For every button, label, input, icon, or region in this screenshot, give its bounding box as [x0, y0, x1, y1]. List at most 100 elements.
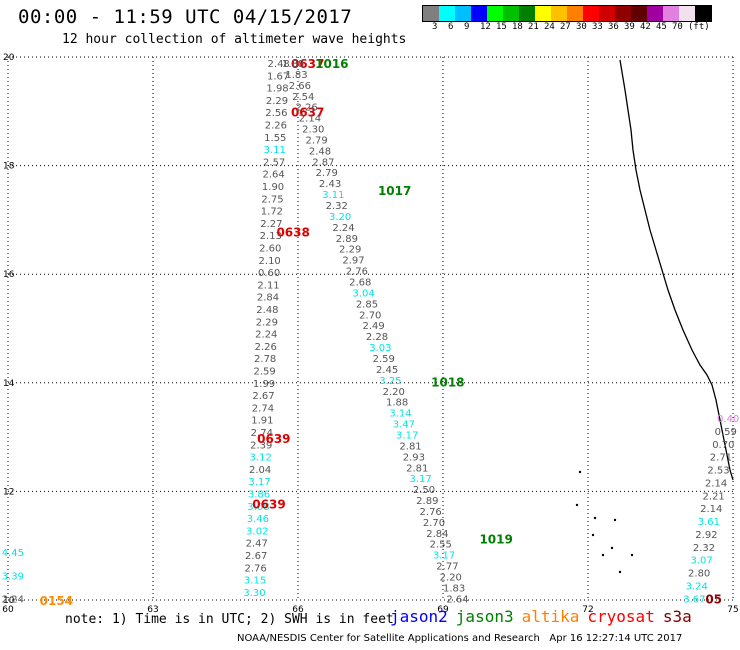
- color-swatch: [647, 6, 663, 21]
- swh-point: 2.68: [349, 278, 371, 289]
- swh-point: 0.70: [712, 440, 734, 451]
- swh-point: 3.17: [409, 474, 431, 485]
- swh-point: 2.57: [263, 157, 285, 168]
- swh-point: 2.48: [309, 146, 331, 157]
- swh-point: 2.92: [695, 530, 717, 541]
- color-scale-bar: [422, 5, 712, 22]
- pass-time-label: 1016: [315, 57, 348, 71]
- swh-point: 2.04: [249, 465, 271, 476]
- swh-point: 3.03: [369, 343, 391, 354]
- swh-point: 2.21: [703, 491, 725, 502]
- legend-s3a: s3a: [662, 607, 692, 626]
- x-tick-label: 75: [727, 605, 738, 615]
- color-scale-label: 30: [576, 22, 587, 32]
- swh-point: 3.07: [690, 556, 712, 567]
- swh-point: 2.84: [426, 529, 448, 540]
- color-scale-label: (ft): [688, 22, 710, 32]
- color-scale-label: 3: [432, 22, 438, 32]
- swh-point: 2.54: [292, 92, 314, 103]
- swh-point: 2.71: [710, 453, 732, 464]
- swh-point: 3.17: [396, 430, 418, 441]
- island-dot: [601, 553, 605, 557]
- swh-point: 2.49: [363, 321, 385, 332]
- island-dot: [613, 518, 617, 522]
- swh-point: 2.79: [316, 168, 338, 179]
- swh-point: 2.87: [312, 157, 334, 168]
- swh-point: 0.60: [258, 268, 280, 279]
- swh-point: 3.02: [246, 526, 268, 537]
- color-swatch: [535, 6, 551, 21]
- swh-point: 2.10: [259, 256, 281, 267]
- swh-point: 1.72: [261, 207, 283, 218]
- island-dot: [630, 553, 634, 557]
- color-scale-label: 42: [640, 22, 651, 32]
- coastline: [619, 59, 734, 481]
- swh-point: 2.76: [420, 507, 442, 518]
- swh-point: 2.20: [383, 387, 405, 398]
- swh-point: 2.53: [707, 466, 729, 477]
- swh-point: 1.83: [285, 70, 307, 81]
- color-swatch: [583, 6, 599, 21]
- color-scale-label: 6: [448, 22, 454, 32]
- swh-point: 2.59: [373, 354, 395, 365]
- swh-point: 2.93: [403, 452, 425, 463]
- swh-point: 2.29: [339, 245, 361, 256]
- swh-point: 3.20: [329, 212, 351, 223]
- swh-point: 2.50: [413, 485, 435, 496]
- swh-point: 0.40: [717, 414, 739, 425]
- swh-point: 2.29: [256, 317, 278, 328]
- swh-point: 3.47: [393, 420, 415, 431]
- pass-time-label: 0639: [252, 497, 285, 511]
- swh-point: 2.78: [254, 354, 276, 365]
- swh-point: 2.29: [266, 96, 288, 107]
- legend-jason3: jason3: [455, 607, 514, 626]
- swh-point: 3.67: [683, 594, 705, 605]
- swh-point: 2.39: [250, 440, 272, 451]
- color-scale-label: 36: [608, 22, 619, 32]
- swh-point: 2.55: [430, 540, 452, 551]
- swh-point: 2.32: [326, 201, 348, 212]
- swh-point: 1.83: [443, 583, 465, 594]
- island-dot: [610, 546, 614, 550]
- x-tick-label: 66: [292, 605, 304, 615]
- pass-time-label: 0638: [276, 225, 309, 239]
- credit-line: NOAA/NESDIS Center for Satellite Applica…: [237, 633, 683, 644]
- color-swatch: [503, 6, 519, 21]
- swh-point: 4.45: [2, 548, 24, 559]
- color-scale-label: 12: [480, 22, 491, 32]
- y-tick-label: 18: [3, 162, 15, 172]
- color-swatch: [455, 6, 471, 21]
- pass-time-label: 05: [705, 592, 722, 606]
- color-scale-label: 45: [656, 22, 667, 32]
- color-scale-label: 18: [512, 22, 523, 32]
- swh-point: 2.76: [346, 267, 368, 278]
- color-scale-labels: 3 6 9 12 15 18 21 24 27 30 33 36 39 42 45 70 (ft): [422, 22, 740, 34]
- swh-point: 2.43: [319, 179, 341, 190]
- swh-point: 1.88: [386, 398, 408, 409]
- swh-point: 2.14: [700, 504, 722, 515]
- color-scale-label: 15: [496, 22, 507, 32]
- swh-point: 2.67: [252, 391, 274, 402]
- color-scale-label: 24: [544, 22, 555, 32]
- swh-point: 2.81: [399, 441, 421, 452]
- swh-point: 2.26: [295, 103, 317, 114]
- color-swatch: [487, 6, 503, 21]
- y-tick-label: 10: [3, 596, 15, 606]
- island-dot: [593, 516, 597, 520]
- island-dot: [578, 470, 582, 474]
- pass-time-label: 0637: [291, 57, 324, 71]
- swh-point: 2.97: [342, 256, 364, 267]
- swh-point: 2.67: [245, 551, 267, 562]
- swh-point: 2.11: [257, 280, 279, 291]
- swh-point: 3.30: [243, 588, 265, 599]
- y-tick-label: 12: [3, 487, 14, 497]
- swh-point: 3.61: [698, 517, 720, 528]
- color-swatch: [631, 6, 647, 21]
- chart-title: 00:00 - 11:59 UTC 04/15/2017: [18, 6, 353, 28]
- swh-point: 2.14: [705, 478, 727, 489]
- swh-point: 1.90: [262, 182, 284, 193]
- x-tick-label: 69: [437, 605, 449, 615]
- satellite-legend: jason2 jason3 altika cryosat s3a: [390, 607, 700, 626]
- swh-point: 3.46: [247, 514, 269, 525]
- color-swatch: [567, 6, 583, 21]
